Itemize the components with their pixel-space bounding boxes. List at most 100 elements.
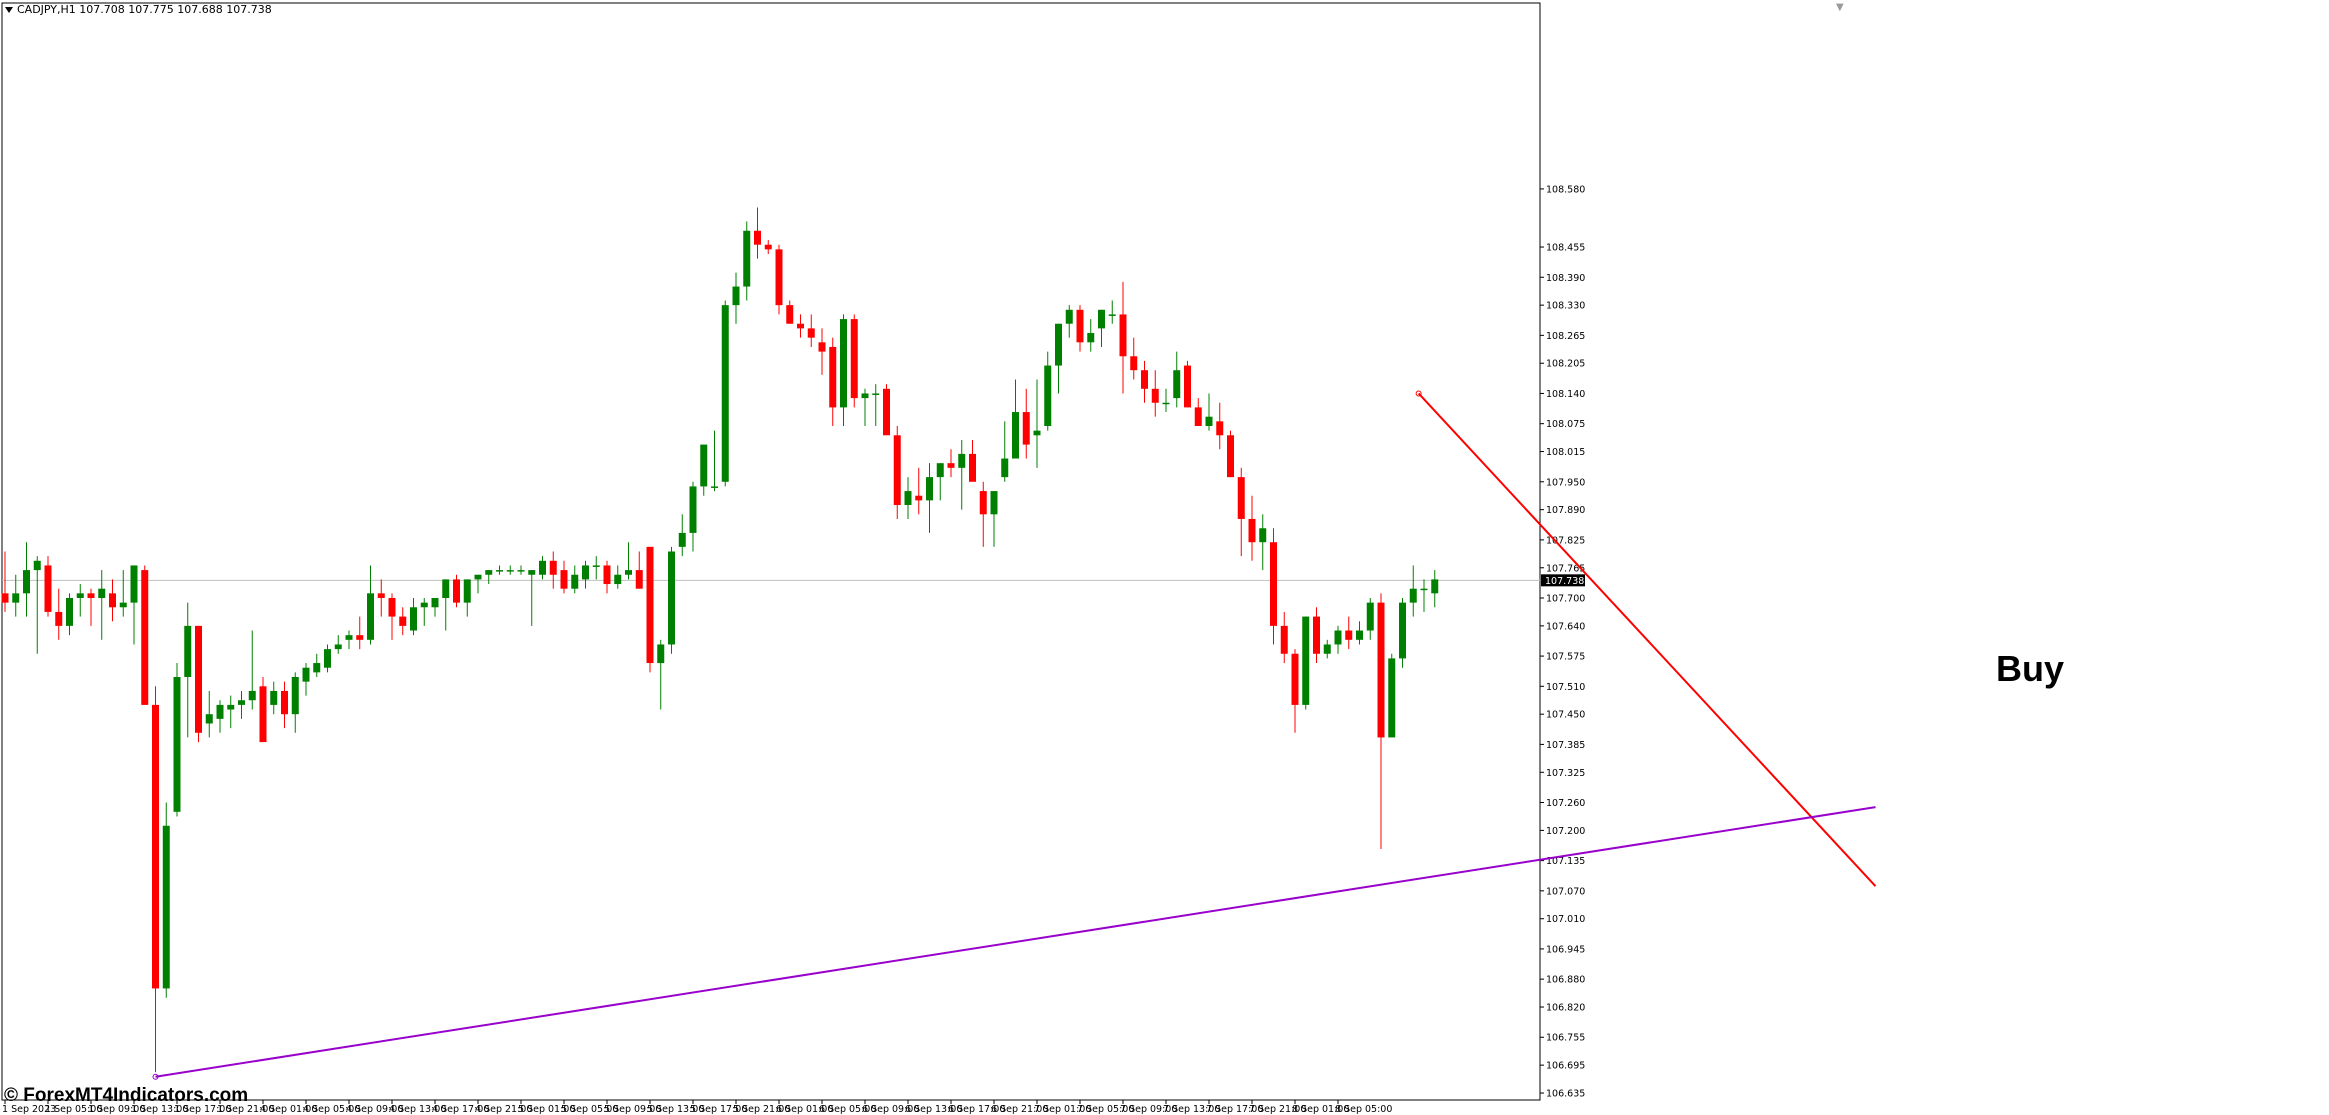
bull-candle [1044, 365, 1052, 426]
x-tick-label: 5 Sep 05:00 [561, 1104, 618, 1115]
bull-candle [238, 700, 245, 705]
bull-candle [184, 625, 192, 678]
resistance-trendline [1417, 392, 1877, 887]
bull-candle [1098, 309, 1105, 329]
bull-candle [173, 677, 181, 812]
x-tick-label: 7 Sep 17:00 [1206, 1104, 1263, 1115]
buy-annotation: Buy [1996, 648, 2065, 689]
symbol-info-text: CADJPY,H1 107.708 107.775 107.688 107.73… [17, 3, 272, 16]
y-tick-label: 106.635 [1546, 1089, 1585, 1100]
x-tick-label: 5 Sep 01:00 [518, 1104, 575, 1115]
bull-candle [1033, 430, 1041, 436]
bull-candle [463, 579, 471, 603]
bear-candle [1, 593, 9, 603]
bear-candle [87, 593, 95, 598]
x-tick-label: 6 Sep 13:00 [905, 1104, 962, 1115]
bull-candle [1334, 630, 1342, 645]
y-tick-label: 106.755 [1546, 1033, 1585, 1044]
bear-candle [453, 579, 460, 603]
bull-candle [872, 393, 880, 395]
bull-candle [1055, 323, 1062, 366]
chart-shift-marker-icon[interactable]: ▼ [1836, 2, 1844, 13]
x-tick-label: 7 Sep 09:00 [1120, 1104, 1177, 1115]
bull-candle [936, 463, 944, 478]
bull-candle [302, 667, 310, 682]
bear-candle [560, 570, 568, 589]
bear-candle [141, 570, 149, 705]
x-tick-label: 5 Sep 09:00 [604, 1104, 661, 1115]
watermark: © ForexMT4Indicators.com [4, 1085, 249, 1106]
bear-candle [1227, 435, 1234, 478]
y-tick-label: 107.510 [1546, 682, 1585, 693]
bull-candle [485, 570, 493, 575]
x-tick-label: 6 Sep 05:00 [819, 1104, 876, 1115]
bear-candle [754, 230, 761, 245]
x-tick-label: 5 Sep 21:00 [733, 1104, 790, 1115]
bull-candle [711, 486, 718, 488]
y-tick-label: 108.140 [1546, 389, 1585, 400]
bear-candle [807, 328, 815, 338]
bull-candle [668, 551, 675, 645]
x-tick-label: 1 Sep 2023 [2, 1104, 56, 1115]
x-tick-label: 7 Sep 21:00 [1249, 1104, 1306, 1115]
bull-candle [732, 286, 740, 306]
bear-candle [1270, 542, 1277, 626]
bear-candle [44, 565, 52, 612]
bull-candle [657, 644, 665, 664]
y-tick-label: 106.880 [1546, 975, 1585, 986]
y-tick-label: 108.265 [1546, 331, 1585, 342]
bull-candle [700, 444, 708, 487]
y-tick-label: 107.825 [1546, 535, 1585, 546]
y-tick-label: 107.950 [1546, 477, 1585, 488]
bear-candle [388, 597, 396, 617]
y-tick-label: 106.945 [1546, 944, 1585, 955]
bear-candle [356, 635, 364, 640]
bull-candle [539, 560, 546, 575]
bull-candle [1087, 333, 1095, 343]
y-tick-label: 107.135 [1546, 856, 1585, 867]
bull-candle [23, 570, 30, 594]
bull-candle [1388, 658, 1396, 738]
bull-candle [1399, 602, 1406, 659]
y-tick-label: 108.015 [1546, 447, 1585, 458]
bear-candle [1216, 421, 1224, 436]
bull-candle [517, 570, 525, 572]
y-tick-label: 107.700 [1546, 593, 1585, 604]
bull-candle [119, 602, 127, 608]
bull-candle [291, 677, 299, 715]
bull-candle [743, 230, 751, 287]
bull-candle [130, 565, 138, 603]
bull-candle [1001, 458, 1009, 478]
bear-candle [377, 593, 385, 598]
x-tick-label: 6 Sep 09:00 [862, 1104, 919, 1115]
bear-candle [259, 686, 267, 743]
y-tick-label: 107.325 [1546, 768, 1585, 779]
bull-candle [66, 597, 73, 626]
x-tick-label: 4 Sep 17:00 [432, 1104, 489, 1115]
x-tick-label: 4 Sep 21:00 [475, 1104, 532, 1115]
bull-candle [1366, 602, 1374, 631]
bear-candle [1194, 407, 1202, 426]
bear-candle [1291, 653, 1299, 705]
y-tick-label: 108.075 [1546, 419, 1585, 430]
bull-candle [990, 491, 998, 515]
x-tick-label: 4 Sep 13:00 [389, 1104, 446, 1115]
bull-candle [76, 593, 84, 598]
y-tick-label: 107.450 [1546, 710, 1585, 721]
bear-candle [549, 560, 557, 575]
y-tick-label: 107.200 [1546, 826, 1585, 837]
y-tick-label: 107.010 [1546, 914, 1585, 925]
bull-candle [840, 319, 847, 408]
bear-candle [829, 346, 837, 408]
symbol-info: CADJPY,H1 107.708 107.775 107.688 107.73… [5, 3, 272, 16]
bull-candle [12, 593, 20, 603]
bull-candle [721, 305, 729, 482]
support-trendline [155, 806, 1876, 1078]
bear-candle [1377, 602, 1385, 738]
bear-candle [775, 249, 783, 306]
bear-candle [603, 565, 611, 585]
y-tick-label: 106.695 [1546, 1061, 1585, 1072]
bear-candle [764, 244, 772, 250]
